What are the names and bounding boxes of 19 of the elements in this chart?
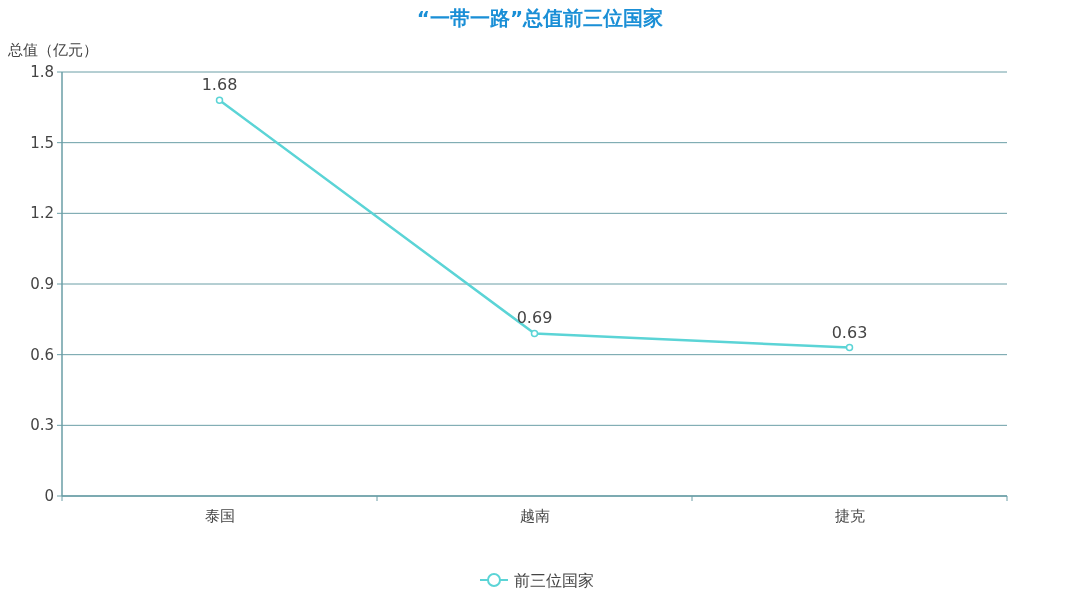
data-label: 1.68 xyxy=(201,75,238,95)
point xyxy=(845,343,854,352)
y-tick-label: 1.8 xyxy=(30,63,54,81)
x-tick-label: 捷克 xyxy=(834,507,865,525)
point xyxy=(530,329,539,338)
y-tick-label: 0 xyxy=(44,487,54,505)
data-label: 0.63 xyxy=(831,322,868,342)
chart-title: “一带一路”总值前三位国家 xyxy=(416,6,664,30)
y-tick-label: 1.5 xyxy=(30,133,54,152)
y-tick-label: 0.6 xyxy=(30,345,54,364)
data-label: 0.69 xyxy=(516,308,553,328)
x-tick-label: 泰国 xyxy=(204,507,235,525)
y-axis-title: 总值（亿元） xyxy=(7,41,98,59)
y-tick-label: 0.3 xyxy=(30,416,54,435)
x-tick-label: 越南 xyxy=(519,507,550,525)
legend-label: 前三位国家 xyxy=(514,571,594,590)
y-tick-label: 1.2 xyxy=(30,204,54,223)
point xyxy=(215,96,224,105)
y-tick-label: 0.9 xyxy=(30,275,54,293)
